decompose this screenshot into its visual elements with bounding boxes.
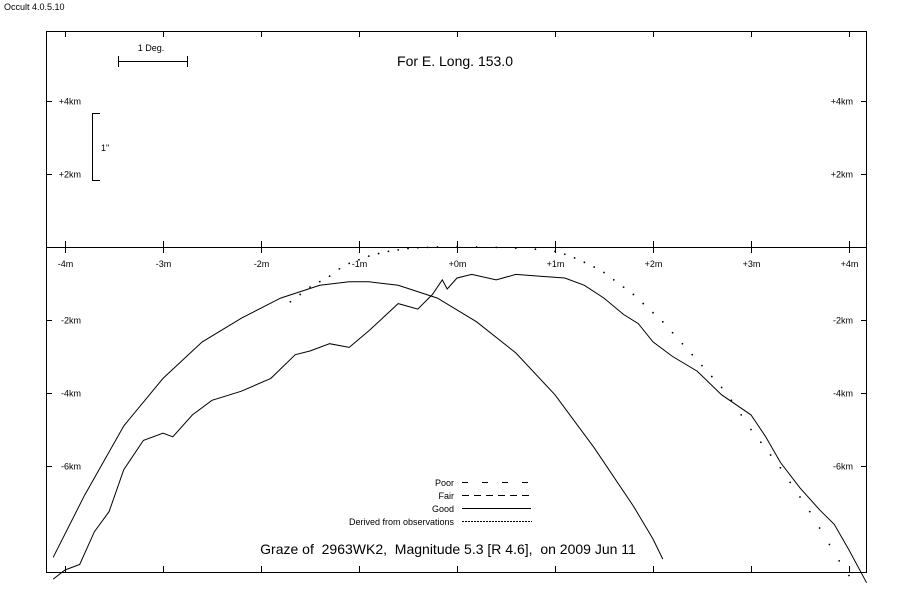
profile-dot [583, 261, 586, 264]
profile-dot [779, 466, 782, 469]
profile-dot [318, 280, 321, 283]
profile-dot [593, 266, 596, 268]
profile-dot [377, 252, 380, 255]
profile-dot [603, 271, 605, 274]
legend-label-derived: Derived from observations [349, 517, 455, 527]
x-tick-label: -1m [352, 259, 368, 269]
profile-dot [328, 275, 331, 278]
profile-dot [358, 258, 360, 261]
profile-dot [789, 481, 792, 484]
degree-scale-bar: 1 Deg. [118, 43, 188, 67]
y-tick-label-left: -2km [61, 316, 81, 326]
profile-dot [514, 247, 517, 249]
profile-dot [808, 510, 811, 513]
profile-dot [671, 331, 674, 334]
profile-dot [652, 311, 654, 314]
profile-dot [456, 246, 458, 248]
profile-dot [573, 257, 576, 259]
profile-dot [367, 255, 370, 258]
x-tick-label: -3m [156, 259, 172, 269]
profile-dot [495, 246, 498, 249]
x-axis-ticks: -4m -3m -2m -1m +0m +1m +2m +3m +4m [58, 31, 859, 572]
profile-dot [661, 320, 664, 323]
app-title: Occult 4.0.5.10 [4, 2, 65, 12]
y-tick-label-right: -6km [833, 462, 853, 472]
profile-dot [691, 353, 694, 356]
x-tick-label: -2m [254, 259, 270, 269]
profile-dot [750, 428, 752, 431]
longitude-label: For E. Long. 153.0 [397, 53, 513, 69]
profile-dot [720, 386, 723, 389]
profile-dot [632, 293, 635, 296]
profile-series [52, 246, 868, 584]
profile-dot [848, 574, 850, 577]
profile-dot [838, 560, 841, 562]
x-tick-label: +0m [449, 259, 467, 269]
profile-dot [769, 454, 772, 456]
y-tick-label-left: +4km [59, 97, 81, 107]
arcsec-scale-bar: 1" [92, 113, 109, 181]
profile-dot [799, 496, 801, 498]
profile-dot [554, 250, 556, 253]
y-tick-label-left: -6km [61, 462, 81, 472]
legend: Poor Fair Good Derived from observations [349, 478, 532, 527]
profile-dot [416, 246, 419, 249]
profile-line-1 [52, 281, 664, 560]
profile-dot [701, 364, 703, 367]
profile-dot [828, 543, 831, 546]
profile-dot [622, 286, 625, 289]
profile-dot [710, 375, 713, 378]
y-tick-label-right: +2km [831, 170, 853, 180]
arcsec-scale-label: 1" [101, 143, 109, 153]
profile-dot [759, 441, 762, 444]
degree-scale-label: 1 Deg. [138, 43, 165, 53]
profile-dot [397, 249, 400, 251]
profile-dot [309, 286, 311, 289]
legend-label-good: Good [432, 504, 454, 514]
x-tick-label: +3m [743, 259, 761, 269]
profile-dot [475, 246, 478, 248]
profile-dot [289, 300, 292, 303]
profile-dot [407, 247, 409, 250]
y-tick-label-right: +4km [831, 97, 853, 107]
legend-label-poor: Poor [435, 478, 454, 488]
y-tick-label-right: -4km [833, 389, 853, 399]
x-tick-label: +1m [547, 259, 565, 269]
profile-line-2 [52, 273, 868, 584]
profile-dot [348, 262, 351, 265]
profile-dot [436, 246, 439, 248]
profile-dot [818, 527, 821, 529]
profile-dot [642, 302, 645, 305]
y-tick-label-left: -4km [61, 389, 81, 399]
profile-dot [299, 293, 302, 296]
profile-dot [563, 253, 566, 256]
profile-dot [681, 342, 684, 345]
y-axis-ticks: +4km +4km +2km +2km -2km -2km -4km -4km -6km -6km [46, 97, 867, 472]
x-tick-label: +2m [645, 259, 663, 269]
graze-caption: Graze of 2963WK2, Magnitude 5.3 [R 4.6],… [260, 541, 636, 557]
profile-dot [426, 246, 429, 249]
profile-dot [612, 278, 615, 281]
profile-dot [740, 414, 743, 416]
legend-label-fair: Fair [439, 491, 455, 501]
profile-dot [338, 268, 341, 270]
y-tick-label-right: -2km [833, 316, 853, 326]
profile-dot [387, 250, 390, 253]
x-tick-label: -4m [58, 259, 74, 269]
plot-frame [46, 31, 867, 573]
x-tick-label: +4m [841, 259, 859, 269]
profile-dot [534, 248, 537, 251]
y-tick-label-left: +2km [59, 170, 81, 180]
